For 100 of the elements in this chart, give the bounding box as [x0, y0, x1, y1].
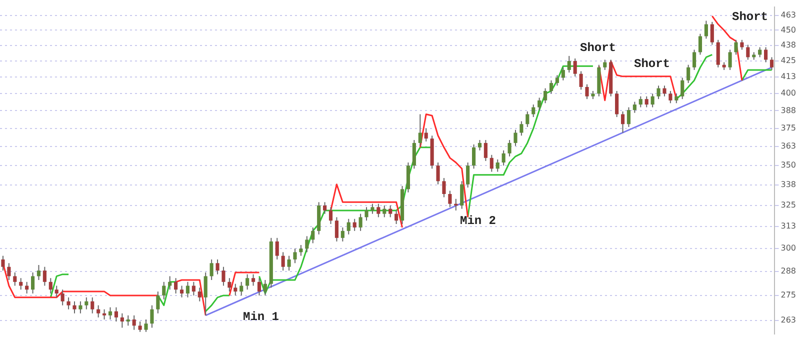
candlestick	[620, 110, 625, 134]
candlestick	[364, 206, 368, 222]
candlestick	[632, 101, 636, 114]
candlestick	[293, 248, 297, 264]
annotation: Short	[732, 10, 768, 24]
candlestick	[36, 264, 41, 280]
candlestick	[114, 306, 118, 322]
candlestick	[549, 80, 554, 94]
candlestick	[150, 304, 154, 328]
candlestick	[275, 237, 279, 260]
candlestick	[240, 281, 244, 296]
candlestick	[222, 266, 226, 286]
candlestick	[579, 70, 583, 90]
annotation: Min 2	[460, 214, 496, 228]
candlestick	[126, 314, 130, 326]
candlestick	[585, 84, 589, 100]
candlestick	[108, 306, 112, 320]
candlestick	[484, 140, 488, 162]
candlestick	[120, 312, 124, 328]
candlestick	[692, 49, 696, 70]
candlestick	[567, 55, 571, 74]
candlestick	[388, 204, 392, 218]
candlestick	[204, 272, 208, 316]
candlestick	[758, 46, 762, 58]
candlestick	[346, 218, 350, 235]
candlestick	[334, 216, 338, 242]
candlestick	[478, 140, 482, 151]
y-tick-label: 450	[780, 25, 796, 34]
candlestick	[704, 20, 708, 40]
candlestick	[287, 255, 291, 272]
y-tick-label: 275	[780, 290, 796, 300]
candlestick	[42, 266, 46, 286]
candlestick	[340, 226, 344, 242]
y-tick-label: 263	[780, 316, 796, 325]
candlestick	[234, 283, 238, 296]
y-tick-label: 413	[780, 72, 796, 82]
candlestick	[650, 93, 654, 108]
candlestick	[198, 287, 202, 302]
candlestick	[246, 274, 250, 290]
y-tick-label: 400	[780, 88, 796, 98]
candlestick	[555, 74, 559, 86]
candlestick	[102, 308, 106, 320]
candlestick	[680, 77, 684, 100]
candlestick	[448, 190, 452, 208]
candlestick	[96, 304, 100, 318]
candlestick	[138, 321, 142, 332]
y-tick-label: 350	[780, 160, 796, 170]
candlestick	[746, 44, 750, 60]
candlestick	[1, 255, 5, 272]
candlestick	[662, 85, 666, 97]
candlestick	[370, 203, 374, 214]
y-tick-label: 288	[780, 266, 796, 276]
candlestick	[186, 281, 190, 298]
y-tick-label: 363	[780, 142, 796, 151]
candlestick	[561, 66, 565, 81]
y-tick-label: 300	[780, 244, 796, 253]
candlestick	[615, 90, 619, 118]
candlestick	[376, 203, 380, 218]
candlestick	[532, 104, 536, 118]
candlestick	[538, 97, 542, 111]
candlestick	[263, 280, 267, 296]
candlestick	[84, 296, 88, 310]
candlestick	[60, 289, 64, 306]
candlestick	[30, 272, 35, 294]
y-tick-label: 425	[780, 56, 796, 66]
candlestick	[674, 93, 678, 104]
candlestick	[382, 204, 386, 218]
candlestick	[734, 39, 738, 56]
y-tick-label: 463	[780, 10, 796, 20]
candlestick	[698, 33, 702, 56]
candlestick	[180, 285, 184, 298]
candlestick	[162, 281, 166, 300]
candlestick	[496, 158, 500, 172]
candlestick	[656, 85, 660, 100]
candlestick	[436, 162, 440, 185]
candlestick	[25, 281, 29, 294]
candlestick	[520, 120, 524, 136]
candlestick	[710, 21, 714, 46]
candlestick	[716, 39, 720, 68]
candlestick	[412, 140, 416, 170]
candlestick	[66, 296, 70, 310]
candlestick	[626, 106, 631, 128]
candlestick	[472, 144, 476, 170]
candlestick	[174, 278, 178, 294]
candlestick	[418, 114, 422, 146]
candlestick	[406, 162, 410, 193]
candlestick	[394, 210, 398, 225]
candlestick	[281, 252, 285, 272]
candlestick	[48, 278, 52, 294]
candlestick	[740, 39, 744, 50]
candlestick	[728, 49, 732, 70]
candlestick	[54, 285, 58, 298]
candlestick	[299, 244, 303, 256]
candlestick	[526, 110, 530, 128]
candlestick	[210, 258, 214, 280]
candlestick	[90, 296, 94, 314]
candlestick	[764, 46, 768, 63]
candlestick	[508, 140, 512, 157]
candlestick	[72, 300, 76, 314]
candlestick	[442, 178, 446, 198]
